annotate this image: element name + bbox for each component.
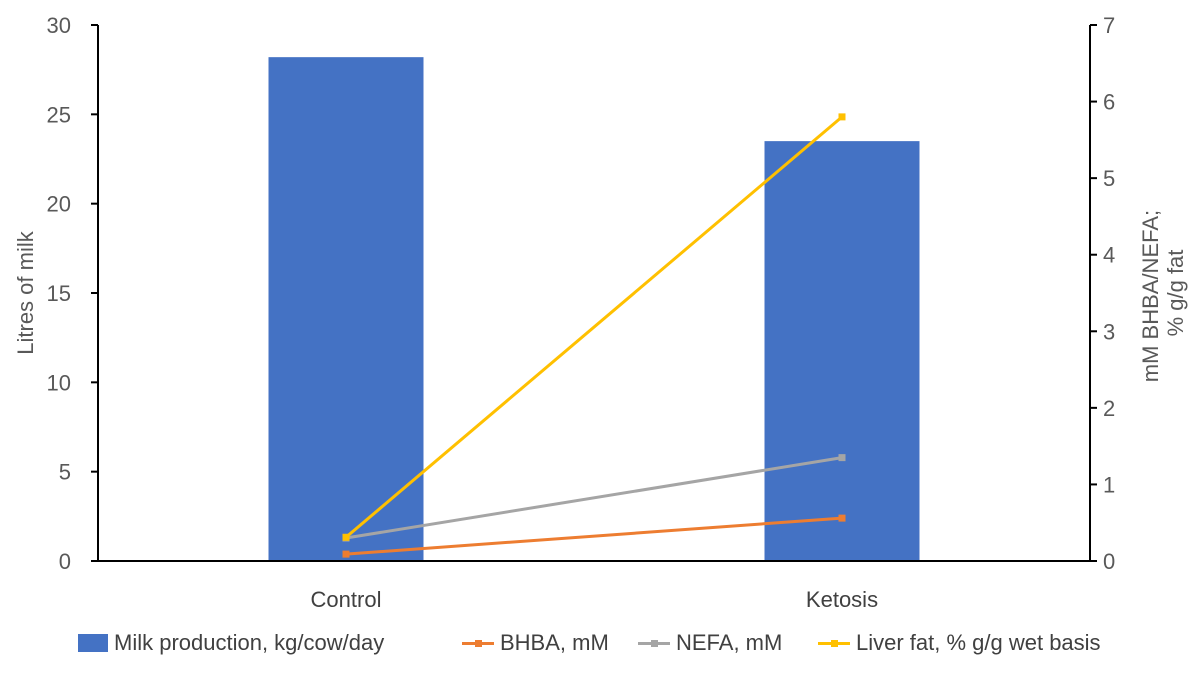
category-labels: Control Ketosis <box>311 587 879 612</box>
right-tick-label: 2 <box>1103 396 1115 421</box>
bars-layer <box>268 57 920 561</box>
category-label: Control <box>311 587 382 612</box>
legend-swatch-milk <box>78 634 108 652</box>
legend-label-milk: Milk production, kg/cow/day <box>114 630 385 655</box>
lines-layer <box>342 113 846 558</box>
left-tick-label: 0 <box>59 549 71 574</box>
line-point <box>838 454 846 462</box>
left-tick-label: 15 <box>47 281 71 306</box>
legend-swatch-liver-fat <box>818 634 850 652</box>
bar-milk-production <box>764 141 920 561</box>
legend: Milk production, kg/cow/day BHBA, mM NEF… <box>0 622 1200 666</box>
right-tick-label: 5 <box>1103 166 1115 191</box>
right-tick-label: 1 <box>1103 472 1115 497</box>
legend-item-milk: Milk production, kg/cow/day <box>78 630 384 656</box>
bar-milk-production <box>268 57 424 561</box>
category-label: Ketosis <box>806 587 878 612</box>
right-axis-title-line-2: % g/g fat <box>1163 250 1188 337</box>
legend-label-bhba: BHBA, mM <box>500 630 609 655</box>
legend-item-liver-fat: Liver fat, % g/g wet basis <box>818 630 1101 656</box>
left-axis-title: Litres of milk <box>13 230 38 354</box>
line-point <box>342 533 350 541</box>
line-series <box>345 115 843 539</box>
legend-item-bhba: BHBA, mM <box>462 630 609 656</box>
left-tick-label: 20 <box>47 192 71 217</box>
left-tick-label: 10 <box>47 370 71 395</box>
right-axis-ticks: 0 1 2 3 4 5 6 7 <box>1090 13 1115 574</box>
left-tick-label: 25 <box>47 102 71 127</box>
legend-item-nefa: NEFA, mM <box>638 630 782 656</box>
right-tick-label: 0 <box>1103 549 1115 574</box>
line-point <box>838 514 846 522</box>
line-point <box>342 550 350 558</box>
legend-label-nefa: NEFA, mM <box>676 630 783 655</box>
right-tick-label: 4 <box>1103 243 1115 268</box>
line-point <box>838 113 846 121</box>
left-tick-label: 30 <box>47 13 71 38</box>
legend-swatch-bhba <box>462 634 494 652</box>
legend-label-liver-fat: Liver fat, % g/g wet basis <box>856 630 1101 655</box>
combo-chart: 0 5 10 15 20 25 30 0 1 2 3 4 5 6 7 Control Ketosis Lit… <box>13 13 1188 612</box>
right-axis-title: mM BHBA/NEFA; % g/g fat <box>1138 204 1188 382</box>
line-series <box>345 456 843 540</box>
right-tick-label: 7 <box>1103 13 1115 38</box>
right-tick-label: 3 <box>1103 319 1115 344</box>
right-tick-label: 6 <box>1103 90 1115 115</box>
left-tick-label: 5 <box>59 460 71 485</box>
line-series <box>345 516 843 556</box>
right-axis-title-line-1: mM BHBA/NEFA; <box>1138 210 1163 382</box>
legend-swatch-nefa <box>638 634 670 652</box>
left-axis-ticks: 0 5 10 15 20 25 30 <box>47 13 98 574</box>
